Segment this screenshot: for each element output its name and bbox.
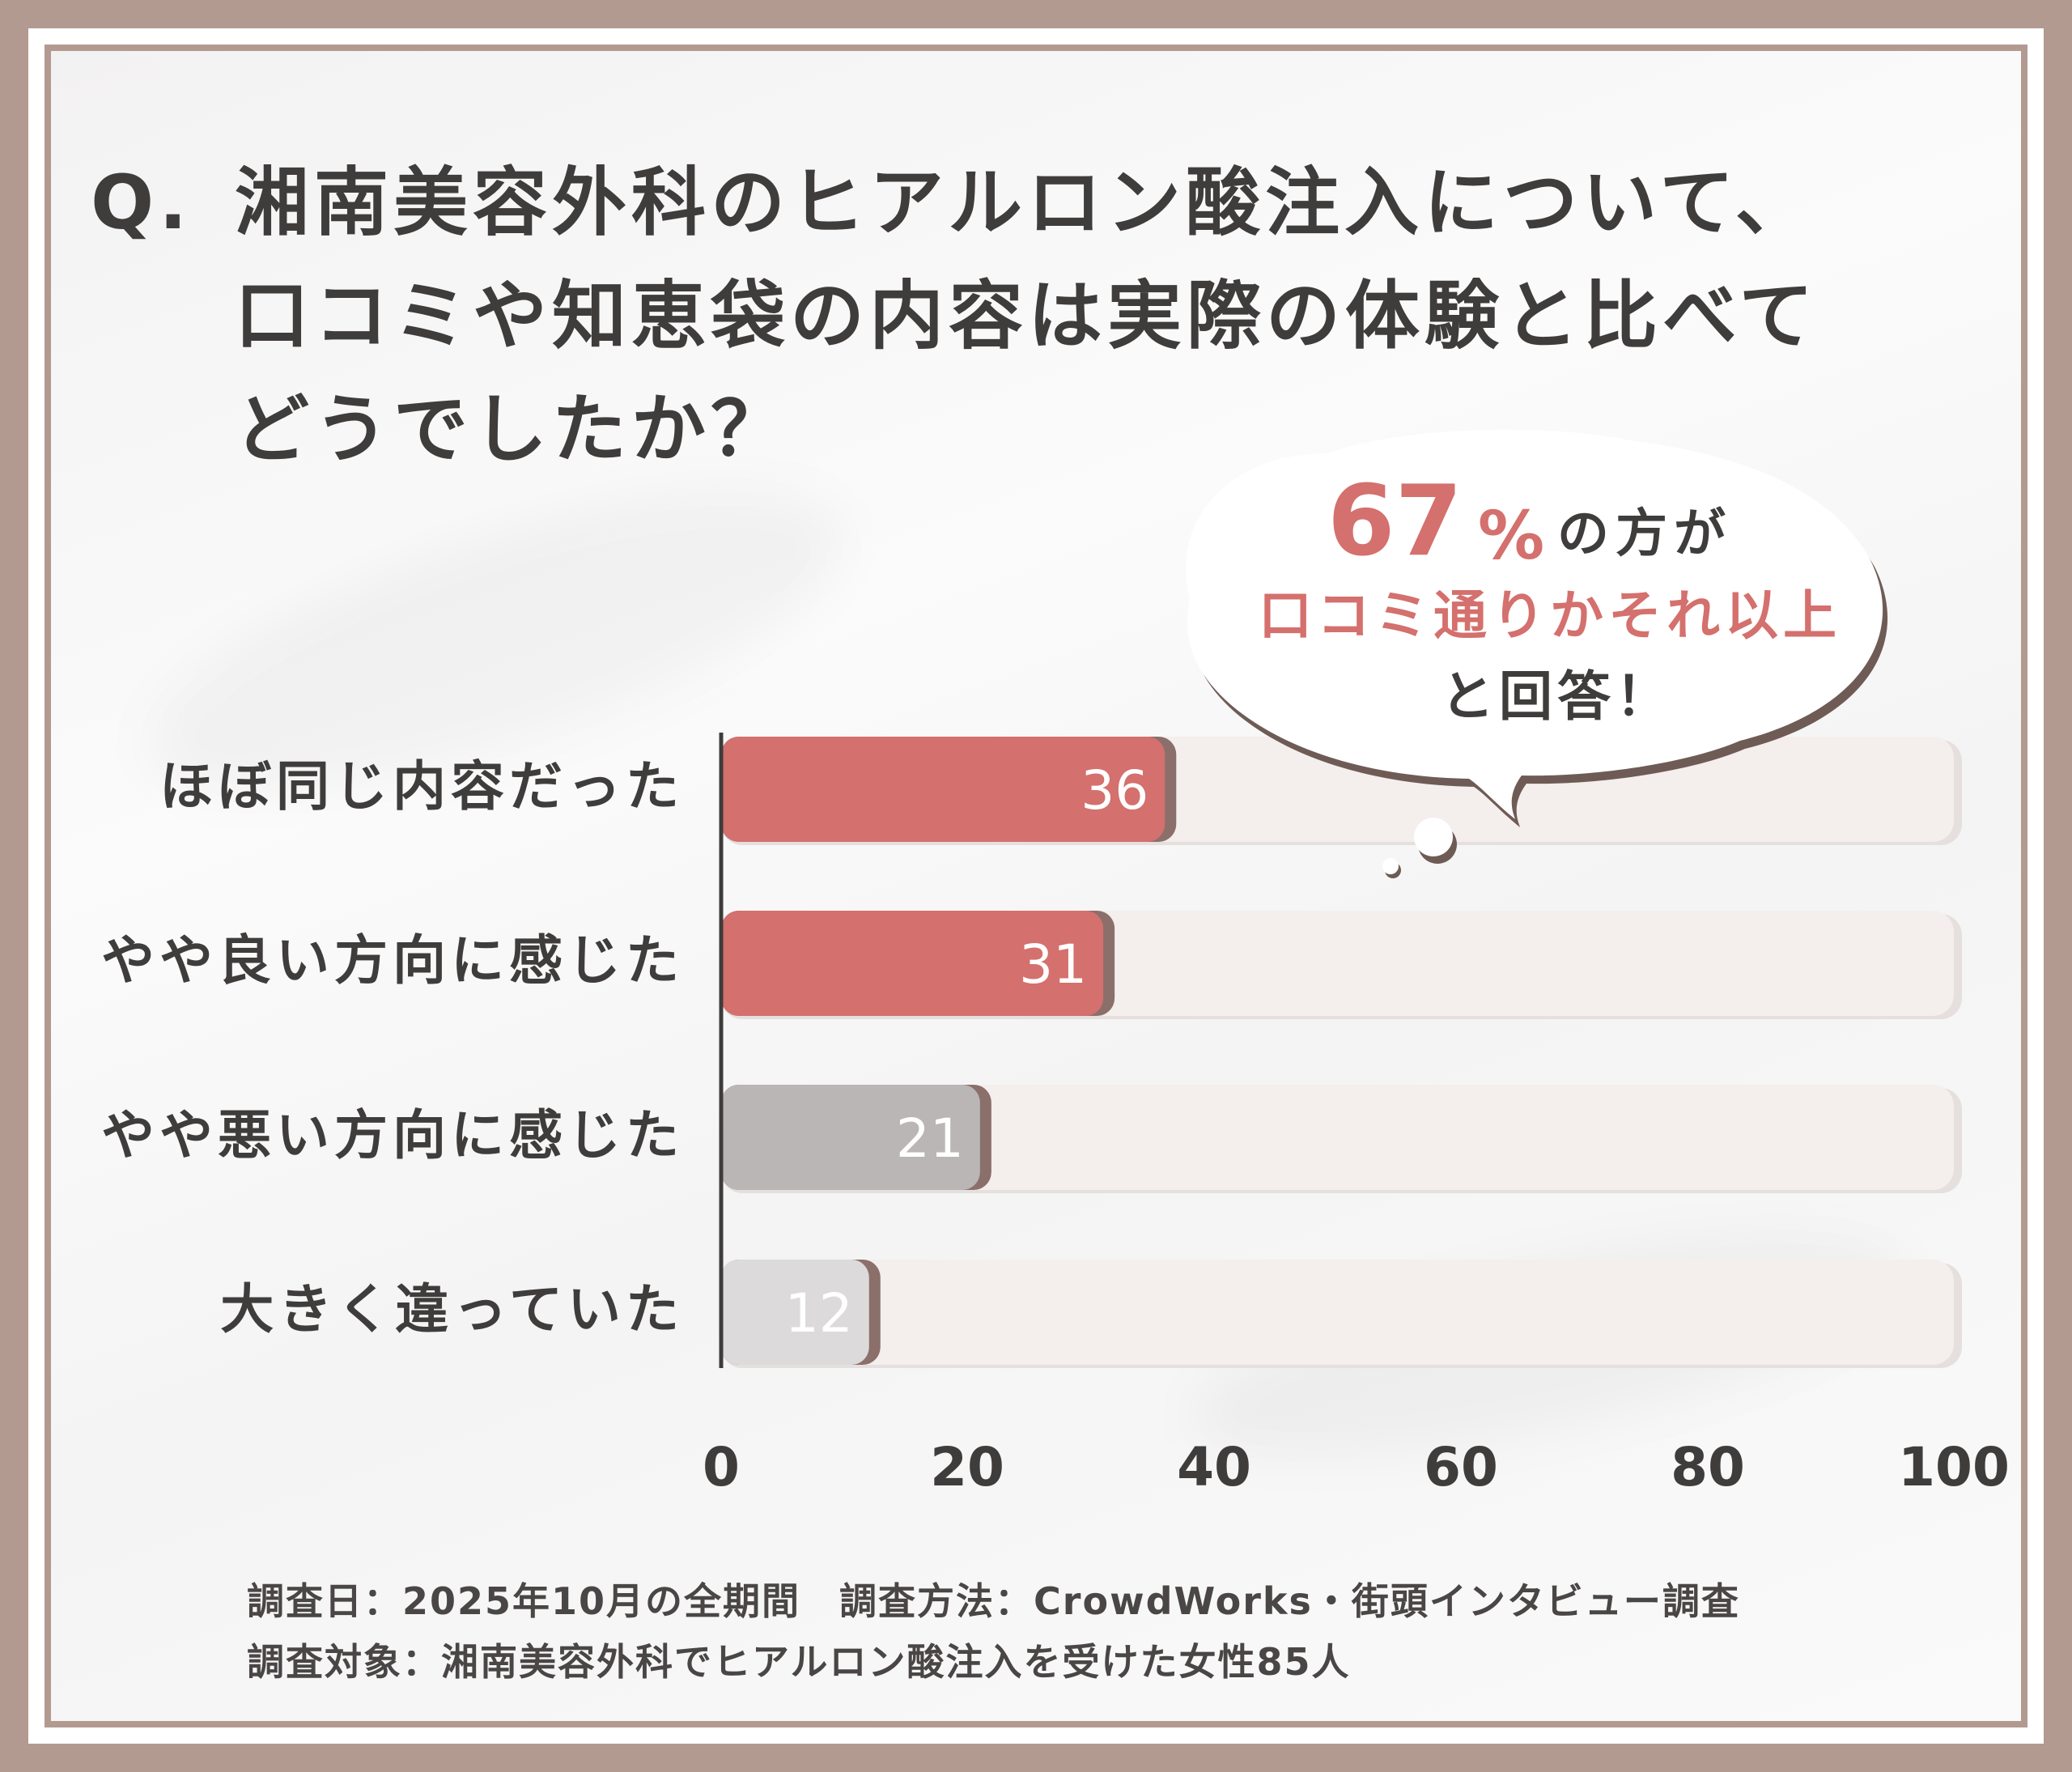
bar <box>721 737 1166 842</box>
bar <box>721 1260 869 1365</box>
bar-value-label: 31 <box>1019 933 1087 996</box>
x-tick-label: 80 <box>1671 1436 1745 1498</box>
bar-value-label: 12 <box>785 1282 853 1345</box>
x-tick-label: 60 <box>1424 1436 1498 1498</box>
thought-dot-large <box>1414 818 1453 856</box>
category-label: ほぼ同じ内容だった <box>159 755 684 818</box>
x-tick-label: 0 <box>703 1436 740 1498</box>
callout-percent-sign: % <box>1478 498 1545 575</box>
chart-panel <box>45 45 2027 1727</box>
category-label: やや悪い方向に感じた <box>101 1104 684 1166</box>
bar-value-label: 36 <box>1081 759 1149 822</box>
x-tick-label: 40 <box>1177 1436 1251 1498</box>
bar-track <box>721 1260 1954 1365</box>
callout-line1-tail: の方が <box>1557 504 1732 564</box>
thought-dot-small <box>1382 858 1399 874</box>
callout-line2: 口コミ通りかそれ以上 <box>1259 584 1841 647</box>
survey-footnote-1: 調査日：2025年10月の全期間 調査方法：CrowdWorks・街頭インタビュ… <box>247 1579 1740 1623</box>
callout-percent-number: 67 <box>1327 465 1463 578</box>
x-tick-label: 100 <box>1898 1436 2010 1498</box>
callout-bubble-body <box>1186 429 1883 819</box>
callout-line3: と回答！ <box>1441 665 1674 728</box>
category-label: やや良い方向に感じた <box>101 929 684 992</box>
category-label: 大きく違っていた <box>220 1278 684 1341</box>
survey-footnote-2: 調査対象：湘南美容外科でヒアルロン酸注入を受けた女性85人 <box>247 1640 1351 1684</box>
x-tick-label: 20 <box>930 1436 1004 1498</box>
bar-value-label: 21 <box>896 1107 964 1170</box>
bar <box>721 1085 980 1190</box>
bar <box>721 911 1104 1016</box>
bar-track <box>721 1085 1954 1190</box>
